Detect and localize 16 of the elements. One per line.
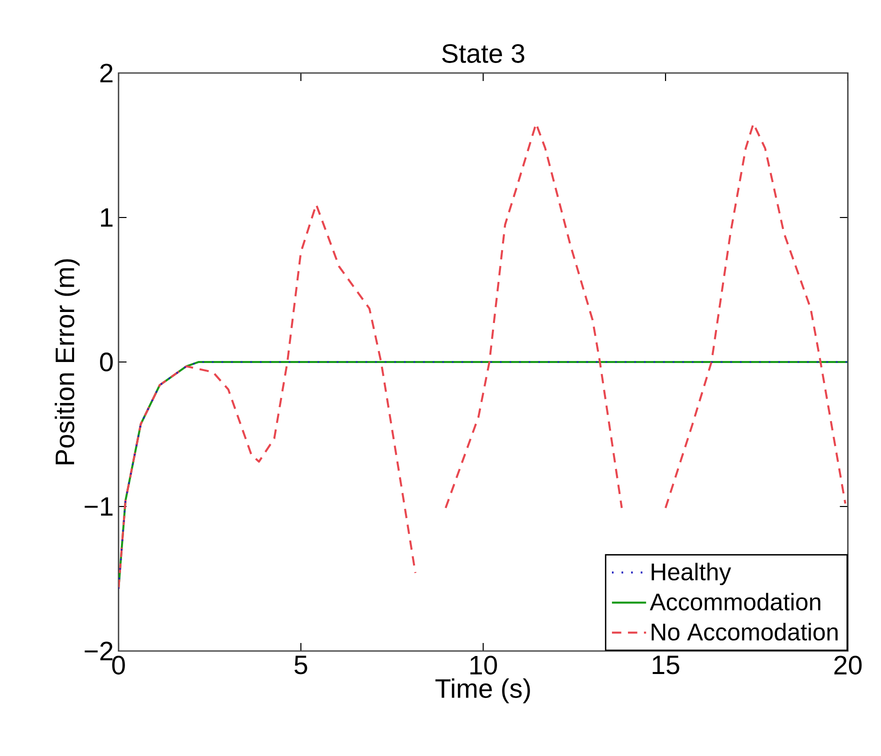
x-tick-label: 10 — [470, 656, 497, 675]
y-tick-label: −1 — [84, 497, 113, 516]
y-tick-label: 2 — [100, 64, 112, 82]
chart-title: State 3 — [442, 44, 524, 63]
y-tick-label: 1 — [101, 208, 113, 227]
legend-label: No Accomodation — [652, 622, 838, 641]
x-tick-label: 15 — [652, 656, 680, 674]
x-tick-label: 20 — [834, 656, 862, 675]
y-axis-title: Position Error (m) — [54, 259, 80, 464]
x-tick-label: 5 — [294, 656, 308, 674]
x-axis-title: Time (s) — [435, 678, 530, 704]
legend-label: Accommodation — [650, 592, 820, 610]
x-tick-label: 0 — [112, 656, 125, 675]
legend-label: Healthy — [652, 562, 732, 586]
y-tick-label: 0 — [100, 352, 113, 372]
y-tick-label: −2 — [84, 642, 112, 660]
